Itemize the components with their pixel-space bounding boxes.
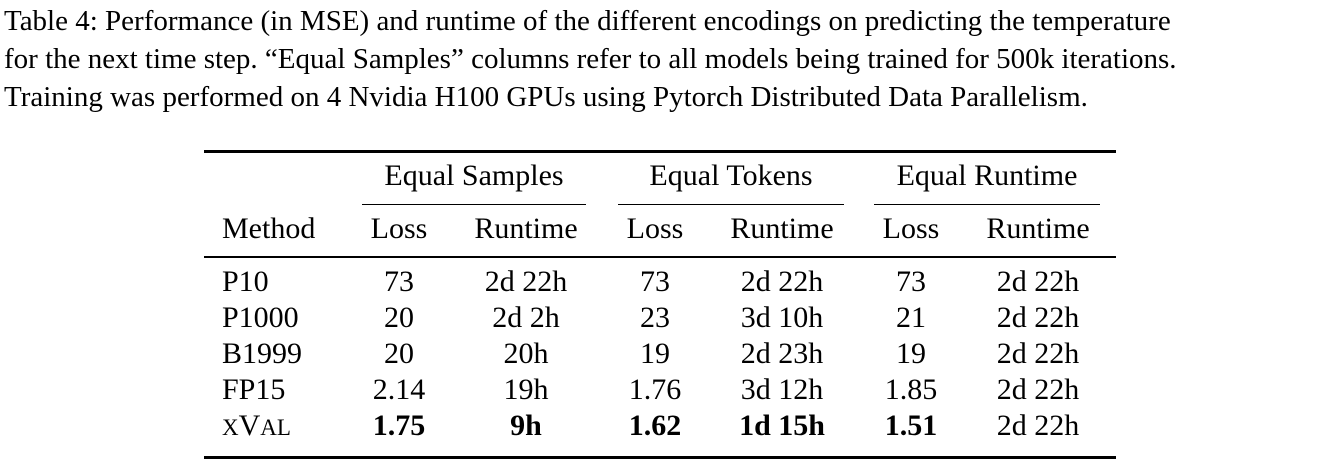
row-method: FP15	[222, 373, 286, 406]
caption-line-2: for the next time step. “Equal Samples” …	[4, 43, 1177, 75]
table-mid-rule	[204, 256, 1116, 258]
group-header-equal-tokens: Equal Tokens	[649, 159, 813, 192]
cell-loss-runtime: 19	[896, 337, 926, 370]
table-top-rule	[204, 150, 1116, 153]
cell-runtime-tokens: 2d 23h	[740, 337, 824, 370]
cell-loss-samples: 73	[384, 265, 414, 298]
group-header-equal-runtime: Equal Runtime	[896, 159, 1078, 192]
cell-runtime-tokens: 1d 15h	[739, 409, 825, 442]
cell-runtime-samples: 2d 22h	[484, 265, 568, 298]
cell-runtime-runtime: 2d 22h	[996, 301, 1080, 334]
cell-runtime-runtime: 2d 22h	[996, 373, 1080, 406]
cell-loss-samples: 20	[384, 301, 414, 334]
row-method: B1999	[222, 337, 303, 370]
cell-runtime-samples: 20h	[503, 337, 549, 370]
col-header-loss-runtime: Loss	[882, 212, 940, 245]
cell-loss-samples: 2.14	[372, 373, 426, 406]
col-header-runtime-samples: Runtime	[474, 212, 578, 245]
cell-runtime-tokens: 2d 22h	[740, 265, 824, 298]
cmidrule-equal-runtime	[874, 204, 1100, 206]
table-bottom-rule	[204, 456, 1116, 459]
cell-runtime-samples: 2d 2h	[492, 301, 560, 334]
col-header-runtime-runtime: Runtime	[986, 212, 1090, 245]
col-header-loss-tokens: Loss	[626, 212, 684, 245]
cell-loss-runtime: 1.85	[884, 373, 938, 406]
caption-line-3: Training was performed on 4 Nvidia H100 …	[4, 81, 1088, 113]
cell-loss-tokens: 19	[640, 337, 670, 370]
table-caption: Table 4: Performance (in MSE) and runtim…	[4, 2, 1330, 116]
group-header-equal-samples: Equal Samples	[384, 159, 564, 192]
cmidrule-equal-tokens	[618, 204, 844, 206]
cmidrule-equal-samples	[362, 204, 586, 206]
cell-loss-tokens: 73	[640, 265, 670, 298]
row-method: XVAL	[222, 409, 291, 442]
cell-runtime-runtime: 2d 22h	[996, 265, 1080, 298]
cell-runtime-tokens: 3d 12h	[740, 373, 824, 406]
caption-line-1: Table 4: Performance (in MSE) and runtim…	[4, 5, 1171, 37]
cell-runtime-runtime: 2d 22h	[996, 409, 1080, 442]
cell-loss-tokens: 1.62	[628, 409, 682, 442]
cell-loss-samples: 20	[384, 337, 414, 370]
cell-loss-runtime: 1.51	[884, 409, 938, 442]
cell-loss-runtime: 21	[896, 301, 926, 334]
cell-runtime-runtime: 2d 22h	[996, 337, 1080, 370]
cell-runtime-tokens: 3d 10h	[740, 301, 824, 334]
col-header-runtime-tokens: Runtime	[730, 212, 834, 245]
cell-runtime-samples: 19h	[503, 373, 549, 406]
row-method: P1000	[222, 301, 299, 334]
cell-runtime-samples: 9h	[510, 409, 542, 442]
cell-loss-runtime: 73	[896, 265, 926, 298]
col-header-method: Method	[222, 212, 316, 245]
col-header-loss-samples: Loss	[370, 212, 428, 245]
cell-loss-tokens: 23	[640, 301, 670, 334]
cell-loss-samples: 1.75	[372, 409, 426, 442]
cell-loss-tokens: 1.76	[628, 373, 682, 406]
row-method: P10	[222, 265, 269, 298]
